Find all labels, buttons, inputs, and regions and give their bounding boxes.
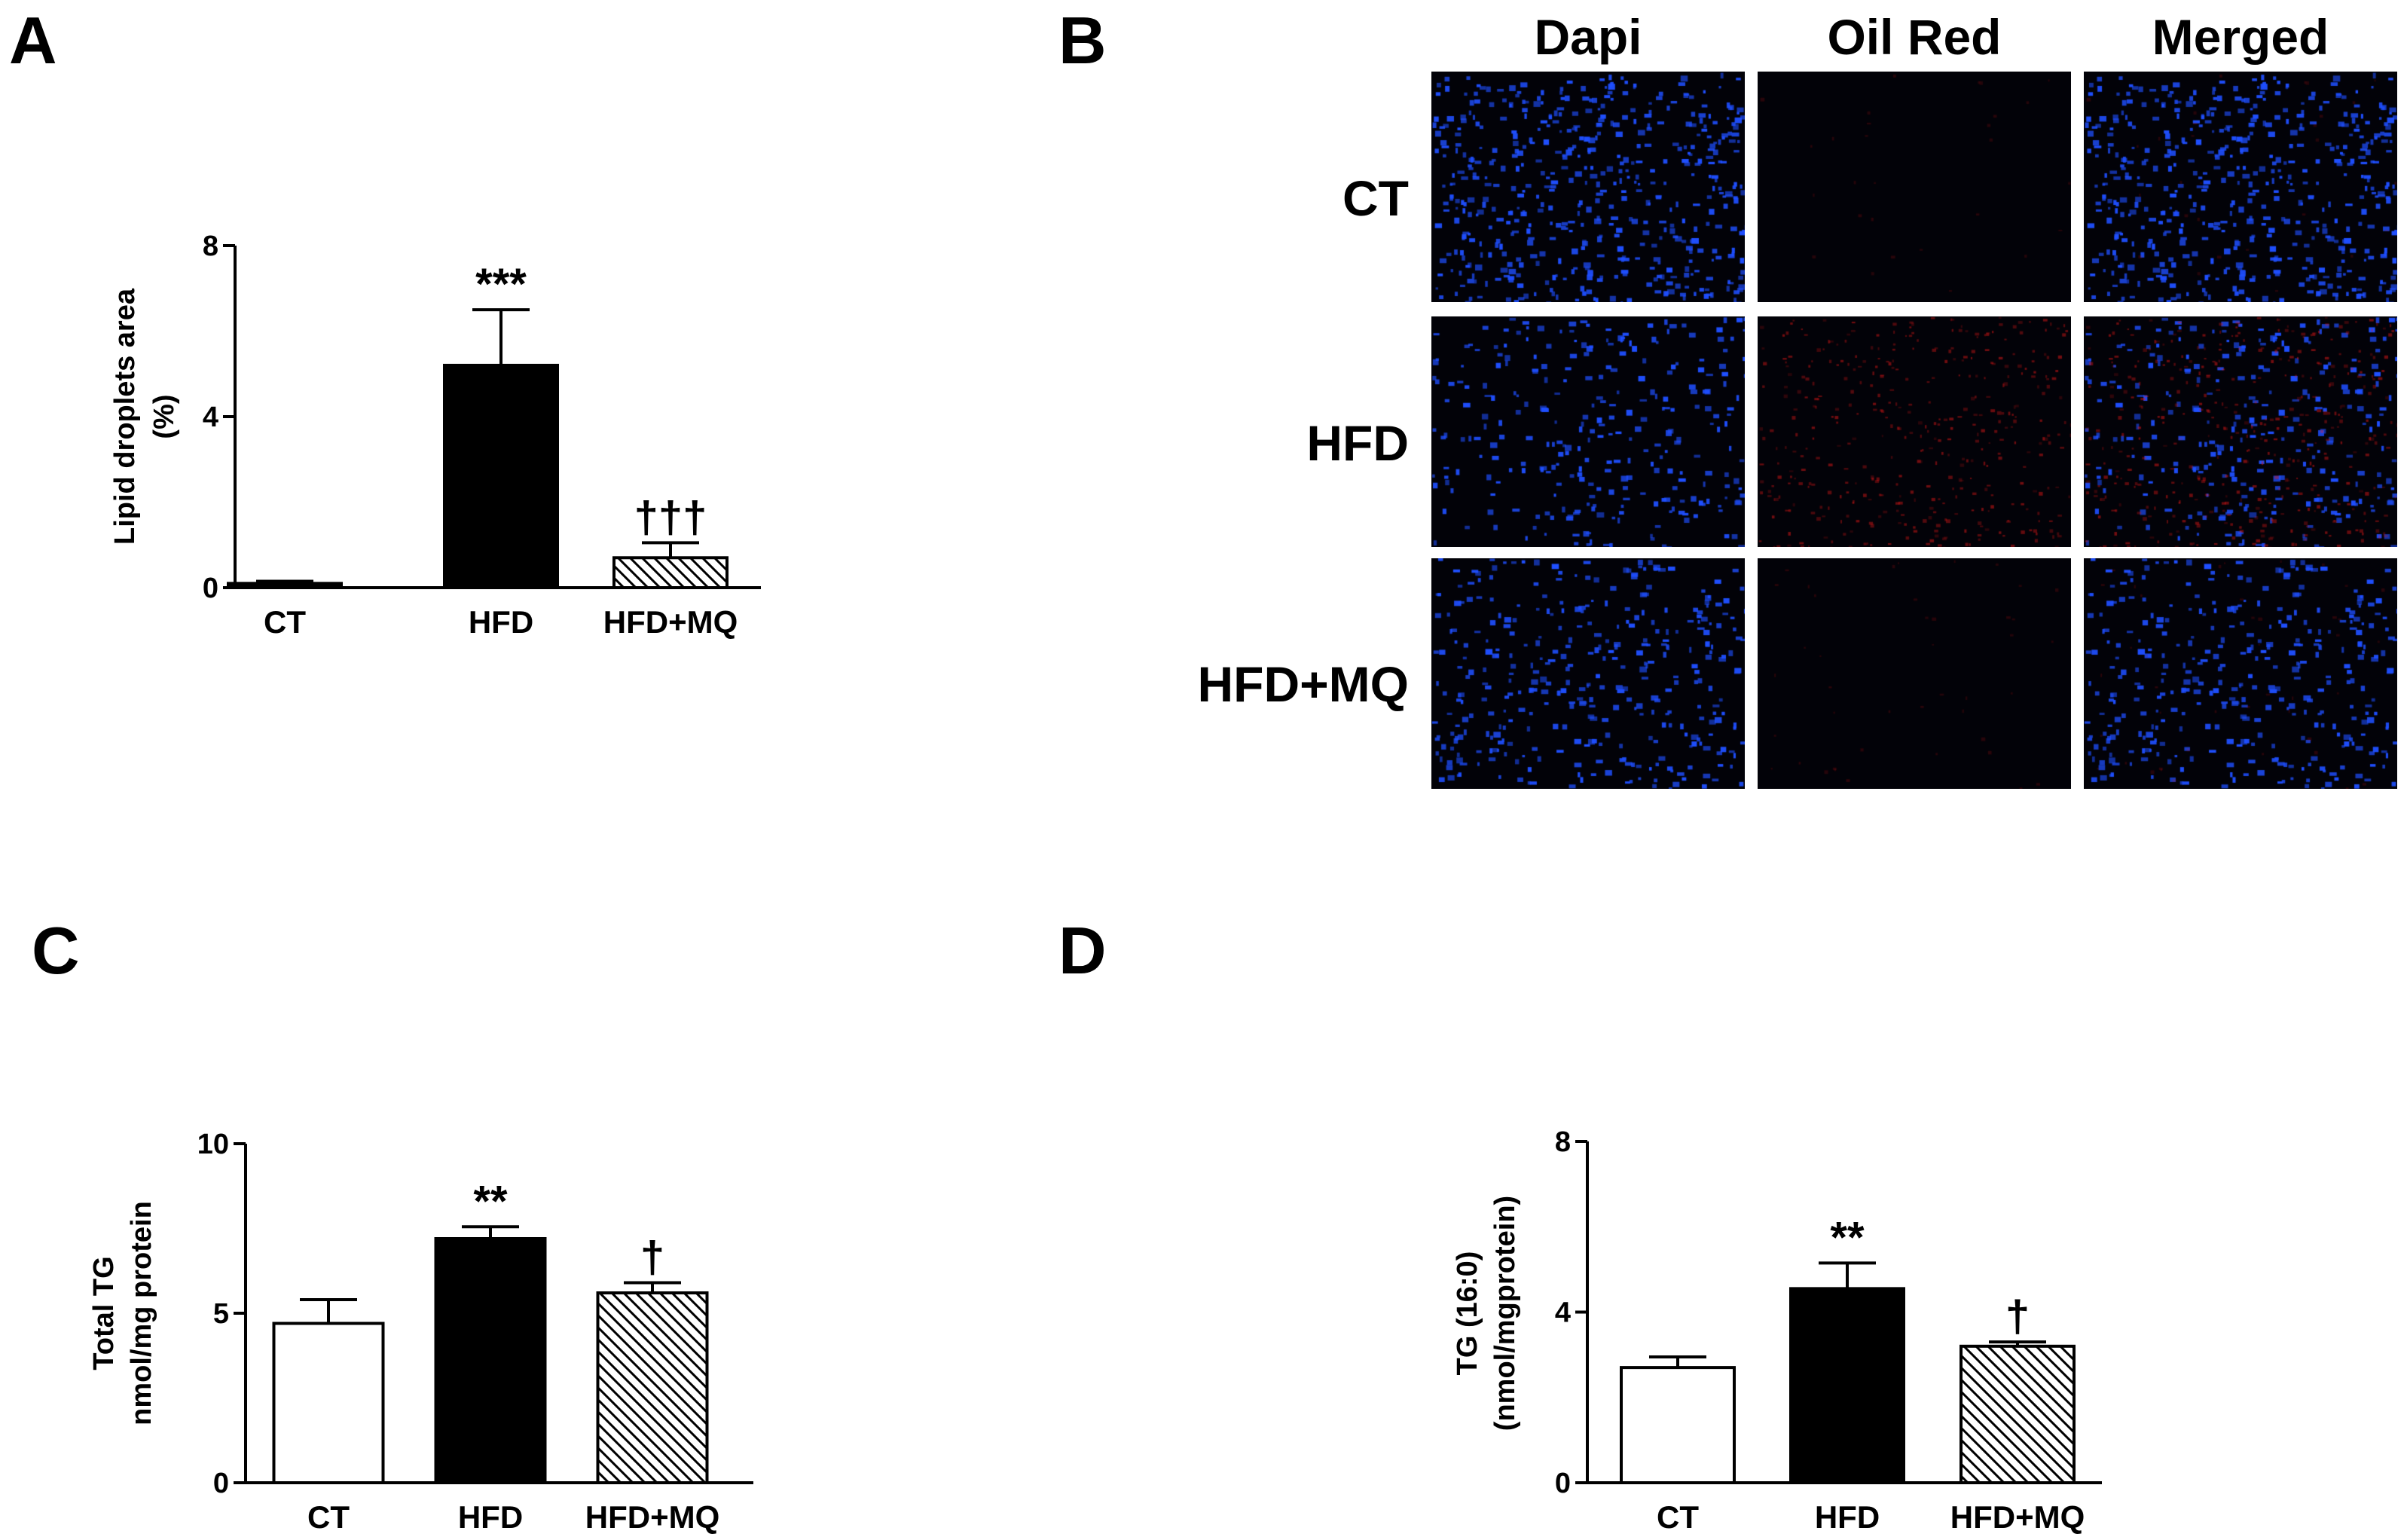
significance-marker: *** [475,260,527,309]
significance-marker: ** [1830,1213,1865,1262]
x-tick-label: HFD+MQ [603,604,738,640]
bar-hfd-mq [596,1291,709,1484]
row-label-ct: CT [1342,170,1409,226]
significance-marker: † [640,1233,664,1282]
y-axis-label: TG (16:0) [1452,1251,1483,1376]
bar-ct [227,582,343,590]
row-label-hfd-mq: HFD+MQ [1197,656,1410,712]
panel-letter-c: C [32,913,80,988]
column-label-oil-red: Oil Red [1827,9,2002,65]
bar-hfd [1789,1287,1905,1484]
y-tick-label: 0 [203,573,218,604]
micrograph-hfd-oil-red [1758,316,2071,547]
x-tick-label: CT [264,604,306,640]
y-tick-label: 0 [1555,1468,1571,1499]
x-tick-label: HFD [1815,1499,1880,1535]
significance-marker: ††† [634,493,707,542]
bar-ct [272,1322,385,1484]
micrograph-ct-dapi [1431,72,1745,302]
bar-hfd-mq [1960,1344,2076,1484]
bar-hfd-mq [612,556,729,590]
y-tick-label: 10 [197,1129,229,1160]
column-label-merged: Merged [2152,9,2329,65]
y-axis-label: Total TG [88,1256,120,1370]
y-axis-label: (nmol/mgprotein) [1489,1196,1521,1431]
y-tick-label: 8 [1555,1126,1571,1158]
y-tick-label: 4 [203,402,218,433]
significance-marker: † [2005,1292,2030,1341]
tg-16-0-bar-chart: 0 4 8 TG (16:0) (nmol/mgprotein) CT ** HFD † HFD+… [1452,1126,2102,1535]
panel-letter-a: A [9,3,57,78]
x-tick-label: HFD+MQ [585,1499,720,1535]
significance-marker: ** [473,1177,508,1226]
y-axis-label: Lipid droplets area [109,288,141,545]
row-label-hfd: HFD [1306,415,1409,471]
column-label-dapi: Dapi [1534,9,1642,65]
micrograph-hfd-mq-oil-red [1758,558,2071,789]
micrograph-hfd-mq-merged [2084,558,2397,789]
lipid-droplets-bar-chart: 0 4 8 Lipid droplets area (%) CT *** HFD ††† HFD+… [109,231,761,640]
y-axis-label: (%) [148,394,180,438]
y-tick-label: 8 [203,231,218,262]
micrograph-hfd-mq-dapi [1431,558,1745,789]
x-tick-label: HFD+MQ [1950,1499,2085,1535]
micrograph-ct-merged [2084,72,2397,302]
micrograph-hfd-merged [2084,316,2397,547]
micrograph-hfd-dapi [1431,316,1745,547]
y-tick-label: 4 [1555,1297,1571,1329]
total-tg-bar-chart: 0 5 10 Total TG nmol/mg protein CT ** HFD † HFD+M… [88,1129,753,1535]
bar-hfd [434,1237,547,1484]
panel-letter-b: B [1058,3,1107,78]
y-axis-label: nmol/mg protein [126,1201,157,1425]
bar-ct [1620,1366,1736,1484]
x-tick-label: CT [1657,1499,1699,1535]
bar-hfd [443,363,559,589]
micrograph-ct-oil-red [1758,72,2071,302]
y-tick-label: 5 [213,1298,229,1330]
x-tick-label: HFD [458,1499,523,1535]
x-tick-label: CT [307,1499,350,1535]
panel-letter-d: D [1058,913,1107,988]
y-tick-label: 0 [213,1468,229,1499]
x-tick-label: HFD [469,604,533,640]
